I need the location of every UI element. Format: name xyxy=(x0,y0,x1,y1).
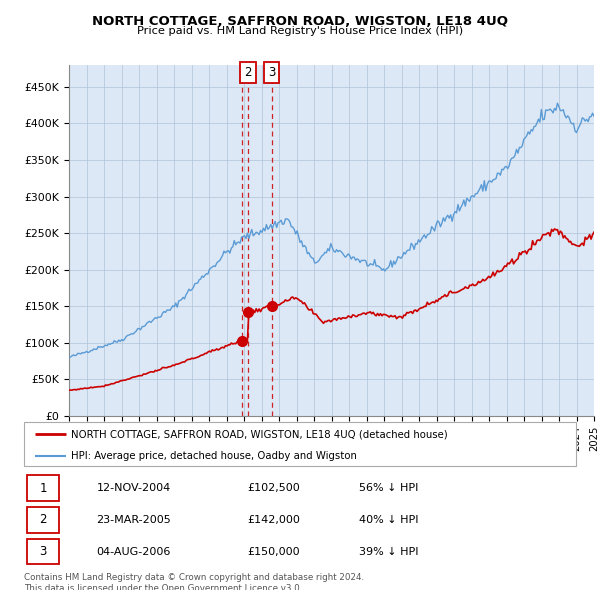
Text: 2: 2 xyxy=(39,513,47,526)
Text: 12-NOV-2004: 12-NOV-2004 xyxy=(97,483,171,493)
FancyBboxPatch shape xyxy=(27,507,59,533)
Text: 3: 3 xyxy=(268,65,275,78)
Text: 56% ↓ HPI: 56% ↓ HPI xyxy=(359,483,418,493)
Text: 23-MAR-2005: 23-MAR-2005 xyxy=(97,515,171,525)
Text: Price paid vs. HM Land Registry's House Price Index (HPI): Price paid vs. HM Land Registry's House … xyxy=(137,26,463,36)
Text: Contains HM Land Registry data © Crown copyright and database right 2024.
This d: Contains HM Land Registry data © Crown c… xyxy=(24,573,364,590)
FancyBboxPatch shape xyxy=(27,475,59,501)
Text: 1: 1 xyxy=(39,481,47,494)
Text: 04-AUG-2006: 04-AUG-2006 xyxy=(97,546,171,556)
Text: NORTH COTTAGE, SAFFRON ROAD, WIGSTON, LE18 4UQ: NORTH COTTAGE, SAFFRON ROAD, WIGSTON, LE… xyxy=(92,15,508,28)
Text: NORTH COTTAGE, SAFFRON ROAD, WIGSTON, LE18 4UQ (detached house): NORTH COTTAGE, SAFFRON ROAD, WIGSTON, LE… xyxy=(71,429,448,439)
Text: £150,000: £150,000 xyxy=(247,546,300,556)
FancyBboxPatch shape xyxy=(27,539,59,565)
Text: 2: 2 xyxy=(244,65,251,78)
FancyBboxPatch shape xyxy=(24,422,577,466)
Text: 3: 3 xyxy=(39,545,47,558)
Text: HPI: Average price, detached house, Oadby and Wigston: HPI: Average price, detached house, Oadb… xyxy=(71,451,358,461)
Text: 40% ↓ HPI: 40% ↓ HPI xyxy=(359,515,418,525)
Text: £102,500: £102,500 xyxy=(247,483,300,493)
Text: 39% ↓ HPI: 39% ↓ HPI xyxy=(359,546,418,556)
Text: £142,000: £142,000 xyxy=(247,515,300,525)
